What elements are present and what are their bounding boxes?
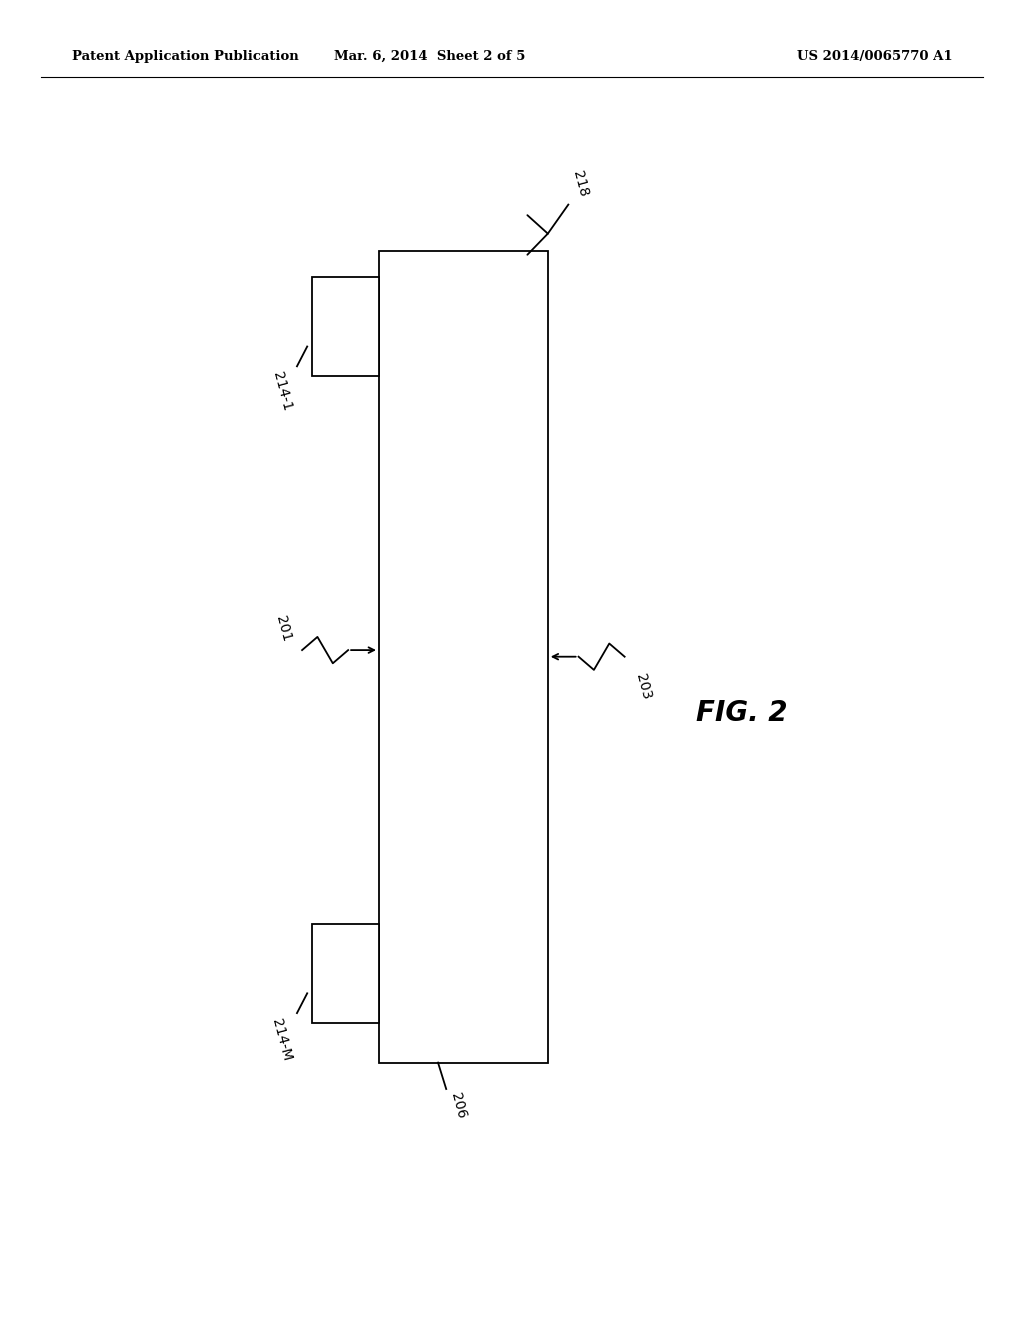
Bar <box>312 924 379 1023</box>
Text: Mar. 6, 2014  Sheet 2 of 5: Mar. 6, 2014 Sheet 2 of 5 <box>335 50 525 63</box>
Text: Patent Application Publication: Patent Application Publication <box>72 50 298 63</box>
Bar <box>312 277 379 376</box>
Bar <box>379 251 548 1063</box>
Text: 214-1: 214-1 <box>270 371 294 413</box>
Text: US 2014/0065770 A1: US 2014/0065770 A1 <box>797 50 952 63</box>
Text: 203: 203 <box>633 673 653 701</box>
Text: 206: 206 <box>449 1092 469 1121</box>
Text: FIG. 2: FIG. 2 <box>696 698 787 727</box>
Text: 214-M: 214-M <box>269 1016 294 1063</box>
Text: 201: 201 <box>273 614 294 644</box>
Text: 218: 218 <box>570 169 591 198</box>
